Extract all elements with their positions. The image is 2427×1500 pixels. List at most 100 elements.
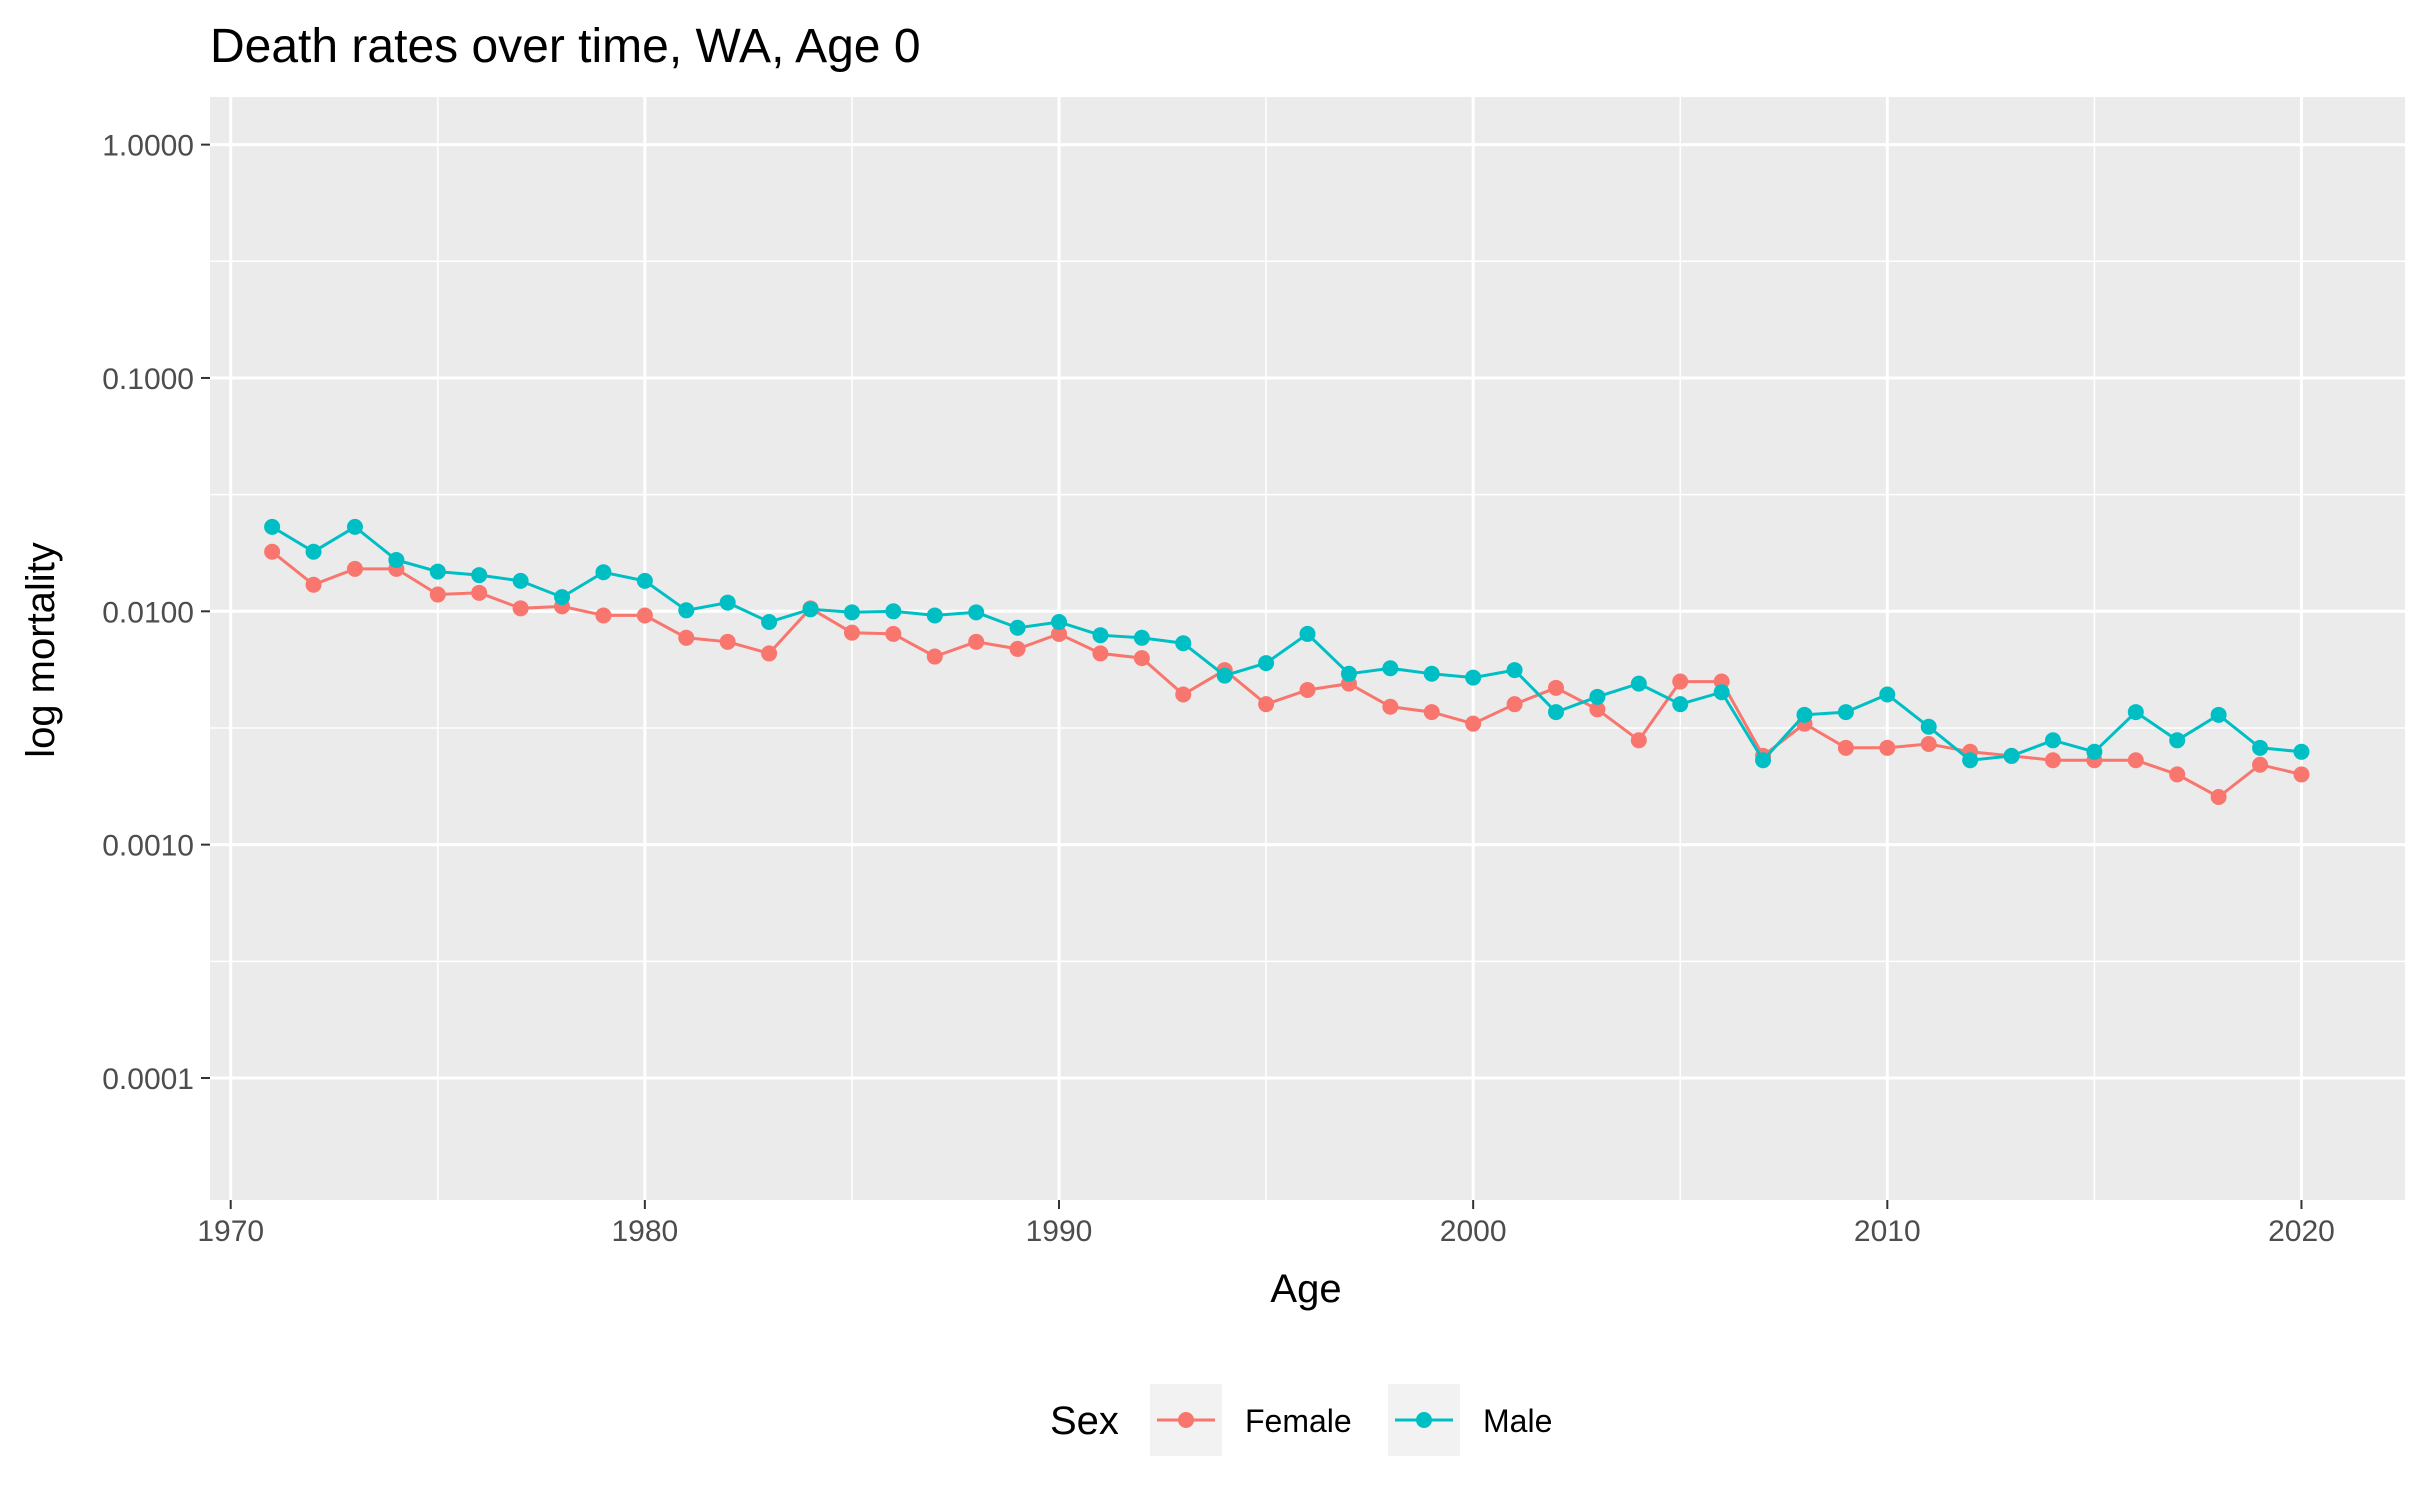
x-tick-label: 1970 — [197, 1215, 264, 1248]
data-point-male — [1630, 675, 1647, 692]
data-point-female — [1009, 640, 1026, 657]
data-point-female — [595, 607, 612, 624]
data-point-male — [1920, 718, 1937, 735]
data-point-female — [305, 576, 322, 593]
data-point-female — [1175, 686, 1192, 703]
data-point-male — [471, 567, 488, 584]
data-point-female — [1837, 739, 1854, 756]
data-point-male — [1299, 625, 1316, 642]
data-point-male — [1340, 665, 1357, 682]
data-point-male — [512, 572, 529, 589]
data-point-male — [1051, 613, 1068, 630]
y-tick-label: 0.0100 — [102, 596, 194, 629]
data-point-male — [1755, 752, 1772, 769]
data-point-male — [761, 613, 778, 630]
data-point-male — [926, 607, 943, 624]
data-point-male — [1465, 669, 1482, 686]
data-point-female — [1382, 698, 1399, 715]
series-layer — [264, 518, 2310, 806]
data-point-male — [2044, 732, 2061, 749]
y-tick-label: 0.1000 — [102, 363, 194, 396]
data-point-female — [1423, 704, 1440, 721]
data-point-female — [2044, 752, 2061, 769]
data-point-female — [1506, 696, 1523, 713]
data-point-female — [346, 560, 363, 577]
data-point-male — [388, 551, 405, 568]
data-point-male — [1382, 660, 1399, 677]
data-point-male — [843, 604, 860, 621]
data-point-male — [1258, 655, 1275, 672]
data-point-male — [305, 543, 322, 560]
data-point-female — [1630, 732, 1647, 749]
y-axis: 0.0001 0.0010 0.0100 0.1000 1.0000 — [102, 130, 210, 1096]
data-point-female — [843, 624, 860, 641]
data-point-female — [636, 607, 653, 624]
data-point-male — [2293, 743, 2310, 760]
x-tick-label: 1990 — [1026, 1215, 1093, 1248]
legend: Sex Female Male — [1050, 1384, 1552, 1456]
data-point-male — [719, 594, 736, 611]
y-tick-label: 1.0000 — [102, 130, 194, 163]
data-point-female — [1920, 735, 1937, 752]
data-point-female — [1672, 673, 1689, 690]
legend-title: Sex — [1050, 1399, 1119, 1443]
data-point-female — [512, 600, 529, 617]
data-point-male — [554, 589, 571, 606]
data-point-female — [2169, 766, 2186, 783]
data-point-female — [678, 629, 695, 646]
data-point-male — [2210, 706, 2227, 723]
data-point-male — [595, 564, 612, 581]
data-point-female — [2252, 756, 2269, 773]
data-point-male — [1837, 704, 1854, 721]
data-point-female — [1051, 625, 1068, 642]
data-point-male — [429, 563, 446, 580]
data-point-male — [968, 604, 985, 621]
legend-label-male: Male — [1483, 1403, 1552, 1439]
minor-gridlines — [210, 97, 2405, 1200]
data-point-female — [2293, 766, 2310, 783]
data-point-male — [1879, 686, 1896, 703]
data-point-female — [968, 633, 985, 650]
y-tick-label: 0.0010 — [102, 830, 194, 863]
data-point-male — [1962, 752, 1979, 769]
data-point-male — [1175, 635, 1192, 652]
chart-title: Death rates over time, WA, Age 0 — [210, 20, 921, 73]
data-point-male — [1713, 684, 1730, 701]
x-tick-label: 1980 — [611, 1215, 678, 1248]
data-point-female — [1092, 645, 1109, 662]
data-point-male — [2127, 704, 2144, 721]
major-gridlines — [210, 97, 2405, 1200]
data-point-male — [1423, 665, 1440, 682]
data-point-female — [2210, 789, 2227, 806]
data-point-male — [1009, 619, 1026, 636]
data-point-male — [2003, 747, 2020, 764]
y-tick-label: 0.0001 — [102, 1063, 194, 1096]
data-point-female — [719, 633, 736, 650]
x-axis: 1970 1980 1990 2000 2010 2020 — [197, 1200, 2335, 1248]
data-point-female — [1547, 679, 1564, 696]
x-tick-label: 2000 — [1440, 1215, 1507, 1248]
series-male — [264, 518, 2310, 769]
data-point-male — [1672, 696, 1689, 713]
data-point-male — [1547, 704, 1564, 721]
x-tick-label: 2010 — [1854, 1215, 1921, 1248]
data-point-male — [1092, 627, 1109, 644]
data-point-male — [1589, 688, 1606, 705]
data-point-male — [1216, 667, 1233, 684]
data-point-male — [1133, 629, 1150, 646]
data-point-male — [678, 602, 695, 619]
x-tick-label: 2020 — [2268, 1215, 2335, 1248]
data-point-female — [926, 648, 943, 665]
data-point-female — [264, 543, 281, 560]
data-point-female — [885, 625, 902, 642]
data-point-female — [1589, 701, 1606, 718]
data-point-male — [264, 518, 281, 535]
data-point-male — [1506, 662, 1523, 679]
y-axis-title: log mortality — [19, 542, 63, 758]
legend-key-point-male — [1416, 1412, 1432, 1428]
data-point-female — [471, 584, 488, 601]
x-axis-title: Age — [1270, 1267, 1341, 1311]
data-point-male — [1796, 706, 1813, 723]
